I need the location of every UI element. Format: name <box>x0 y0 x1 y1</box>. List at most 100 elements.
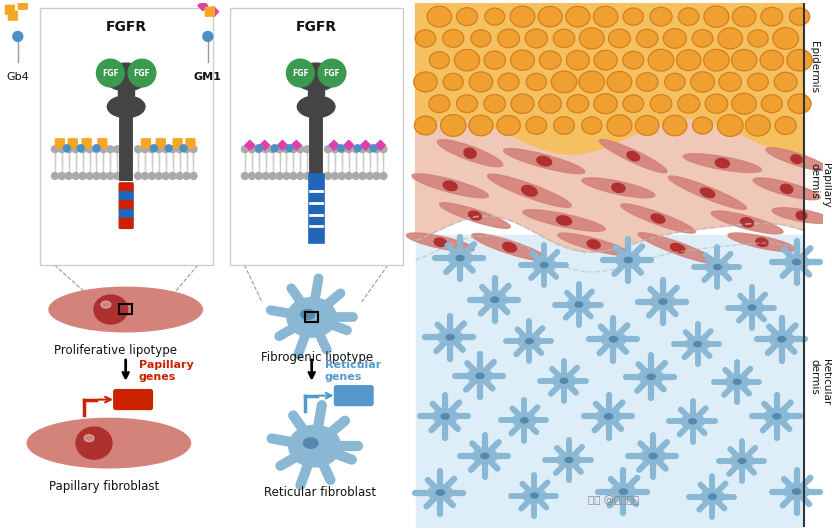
Polygon shape <box>416 119 804 252</box>
Ellipse shape <box>765 409 790 425</box>
Text: Proliferative lipotype: Proliferative lipotype <box>54 344 177 357</box>
Ellipse shape <box>594 50 617 70</box>
Ellipse shape <box>649 453 657 458</box>
Ellipse shape <box>691 72 715 92</box>
Circle shape <box>100 172 106 180</box>
Circle shape <box>93 145 100 152</box>
Ellipse shape <box>565 457 572 463</box>
Ellipse shape <box>537 156 552 166</box>
Ellipse shape <box>557 233 630 255</box>
Text: Reticular
genes: Reticular genes <box>324 360 381 382</box>
Ellipse shape <box>648 49 674 71</box>
Ellipse shape <box>441 414 449 419</box>
Text: Papillary
dermis: Papillary dermis <box>810 163 831 207</box>
Ellipse shape <box>796 211 807 220</box>
Ellipse shape <box>788 94 811 113</box>
FancyBboxPatch shape <box>173 139 182 148</box>
Circle shape <box>141 172 148 180</box>
FancyBboxPatch shape <box>8 11 17 20</box>
Circle shape <box>156 146 162 153</box>
Ellipse shape <box>619 489 627 494</box>
FancyBboxPatch shape <box>56 139 64 148</box>
Ellipse shape <box>587 240 600 249</box>
Circle shape <box>93 172 100 180</box>
Ellipse shape <box>557 216 572 225</box>
Polygon shape <box>245 140 255 150</box>
Circle shape <box>183 172 190 180</box>
Ellipse shape <box>638 233 717 263</box>
Ellipse shape <box>681 414 705 429</box>
Ellipse shape <box>728 233 796 252</box>
Ellipse shape <box>567 94 588 113</box>
Ellipse shape <box>484 94 506 113</box>
FancyBboxPatch shape <box>334 386 373 405</box>
Ellipse shape <box>491 297 498 302</box>
Ellipse shape <box>552 71 577 93</box>
Ellipse shape <box>636 73 658 91</box>
Text: Epidermis: Epidermis <box>810 41 820 93</box>
Ellipse shape <box>484 51 505 69</box>
Circle shape <box>65 146 72 153</box>
Ellipse shape <box>650 7 672 26</box>
Ellipse shape <box>438 329 463 345</box>
Polygon shape <box>260 140 270 150</box>
Ellipse shape <box>610 337 617 342</box>
Circle shape <box>276 146 283 153</box>
Ellipse shape <box>775 72 797 92</box>
Ellipse shape <box>601 331 626 347</box>
Ellipse shape <box>704 6 729 27</box>
Polygon shape <box>291 140 301 150</box>
Ellipse shape <box>780 184 793 193</box>
Circle shape <box>380 146 387 153</box>
Circle shape <box>135 146 141 153</box>
Ellipse shape <box>732 93 756 114</box>
Circle shape <box>162 172 169 180</box>
Ellipse shape <box>716 158 730 167</box>
Ellipse shape <box>701 489 724 504</box>
Ellipse shape <box>471 30 491 47</box>
FancyBboxPatch shape <box>119 218 133 228</box>
Ellipse shape <box>636 116 659 135</box>
Circle shape <box>135 172 141 180</box>
Circle shape <box>373 146 380 153</box>
Circle shape <box>249 146 255 153</box>
Ellipse shape <box>476 373 484 378</box>
Ellipse shape <box>412 174 488 198</box>
Circle shape <box>304 172 310 180</box>
Ellipse shape <box>711 211 783 234</box>
FancyBboxPatch shape <box>40 8 213 265</box>
Ellipse shape <box>76 427 112 459</box>
Ellipse shape <box>596 409 621 425</box>
Circle shape <box>366 172 373 180</box>
Ellipse shape <box>457 95 478 112</box>
FancyBboxPatch shape <box>114 390 152 410</box>
Ellipse shape <box>414 72 437 92</box>
Ellipse shape <box>594 94 617 113</box>
Ellipse shape <box>433 409 458 425</box>
FancyBboxPatch shape <box>82 139 91 148</box>
Ellipse shape <box>683 154 761 172</box>
Ellipse shape <box>498 73 519 91</box>
Text: FGFR: FGFR <box>295 20 337 33</box>
Circle shape <box>97 59 124 87</box>
Ellipse shape <box>579 28 604 49</box>
Ellipse shape <box>414 116 437 135</box>
Circle shape <box>148 172 156 180</box>
Ellipse shape <box>686 337 710 352</box>
Circle shape <box>128 59 156 87</box>
Text: FGFR: FGFR <box>106 20 146 33</box>
Ellipse shape <box>532 258 556 272</box>
Ellipse shape <box>575 302 582 307</box>
Ellipse shape <box>608 29 631 48</box>
Ellipse shape <box>694 342 701 347</box>
Polygon shape <box>360 140 370 150</box>
Ellipse shape <box>678 94 700 113</box>
Circle shape <box>276 172 283 180</box>
Circle shape <box>151 145 157 152</box>
Ellipse shape <box>498 29 519 48</box>
Ellipse shape <box>636 29 658 48</box>
Ellipse shape <box>503 242 517 252</box>
Ellipse shape <box>621 204 696 233</box>
Ellipse shape <box>717 114 743 136</box>
Ellipse shape <box>793 259 800 264</box>
